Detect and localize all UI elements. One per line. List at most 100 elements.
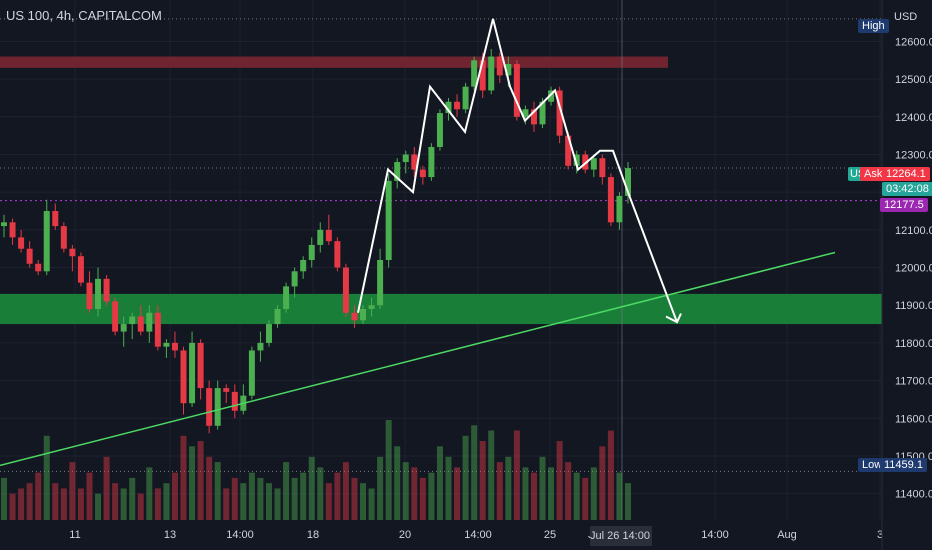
candle-body	[86, 282, 93, 309]
pattern-path	[357, 18, 629, 313]
volume-bar	[240, 483, 247, 520]
volume-bar	[573, 472, 580, 520]
candle-body	[231, 391, 238, 411]
candle-body	[385, 180, 392, 260]
x-tick-label: 18	[307, 529, 319, 541]
volume-bar	[95, 493, 102, 520]
candle-body	[368, 305, 375, 309]
candle-body	[291, 271, 298, 287]
candle-body	[120, 324, 127, 332]
candle-body	[1, 222, 7, 227]
y-tick-label: 12000.0	[895, 263, 932, 275]
candle-body	[436, 113, 443, 147]
volume-bar	[146, 467, 153, 520]
candle-body	[582, 154, 589, 170]
y-tick-label: 12400.0	[895, 112, 932, 124]
candle-body	[411, 154, 418, 170]
volume-bar	[625, 483, 631, 520]
low-tag: Low	[858, 458, 887, 472]
candle-body	[445, 101, 452, 114]
x-tick-label: Aug	[777, 529, 797, 541]
y-tick-label: 12600.0	[895, 36, 932, 48]
ask-price-tag: 12264.1	[882, 167, 930, 181]
volume-bar	[360, 483, 367, 520]
volume-bar	[257, 477, 264, 520]
volume-bar	[120, 488, 127, 520]
candle-body	[616, 195, 623, 223]
candle-body	[189, 342, 196, 404]
x-tick-label: 25	[544, 529, 556, 541]
symbol-title: US 100, 4h, CAPITALCOM	[6, 8, 162, 23]
candle-body	[308, 244, 315, 260]
volume-bar	[308, 456, 315, 520]
volume-bar	[274, 488, 281, 520]
volume-bar	[582, 477, 589, 520]
candle-body	[522, 109, 529, 117]
x-tick-label: 13	[164, 529, 176, 541]
volume-bar	[103, 456, 110, 520]
volume-bar	[616, 472, 623, 520]
x-tick-label: 20	[399, 529, 411, 541]
candle-body	[214, 388, 221, 426]
current-date-label: Jul 26 14:00	[590, 530, 650, 542]
volume-bar	[248, 472, 255, 520]
volume-bar	[154, 488, 161, 520]
candle-body	[180, 350, 187, 404]
y-tick-label: 11700.0	[895, 376, 932, 388]
candle-body	[394, 162, 401, 181]
volume-bar	[402, 462, 409, 520]
volume-bar	[445, 456, 452, 520]
volume-bar	[137, 493, 144, 520]
volume-bar	[129, 477, 136, 520]
volume-bar	[368, 488, 375, 520]
candle-body	[171, 342, 178, 351]
y-tick-label: 11400.0	[895, 489, 932, 501]
candle-body	[454, 101, 461, 110]
volume-bar	[334, 472, 341, 520]
volume-bar	[607, 430, 614, 520]
candle-body	[402, 154, 409, 163]
candle-body	[565, 135, 572, 166]
volume-bar	[325, 483, 332, 520]
x-tick-label: 14:00	[226, 529, 254, 541]
candle-body	[26, 248, 33, 264]
volume-bar	[454, 467, 461, 520]
candle-body	[283, 286, 290, 309]
candle-body	[513, 64, 520, 117]
volume-bar	[291, 477, 298, 520]
volume-bar	[411, 467, 418, 520]
x-tick-label: 11	[69, 529, 80, 541]
candle-body	[300, 260, 307, 272]
volume-bar	[436, 446, 443, 520]
volume-bar	[351, 477, 358, 520]
candle-body	[137, 316, 144, 332]
candle-body	[129, 316, 136, 325]
candle-body	[334, 241, 341, 268]
y-tick-label: 11800.0	[895, 338, 932, 350]
volume-bar	[342, 462, 349, 520]
volume-bar	[505, 456, 512, 520]
candle-body	[103, 278, 110, 302]
volume-bar	[590, 467, 597, 520]
candle-body	[573, 154, 580, 166]
volume-bar	[556, 441, 563, 520]
volume-bar	[377, 456, 384, 520]
candle-body	[35, 263, 42, 272]
volume-bar	[171, 472, 178, 520]
candle-body	[607, 177, 614, 223]
candle-body	[317, 229, 324, 245]
volume-bar	[214, 462, 221, 520]
candle-body	[69, 248, 76, 257]
candle-body	[43, 211, 50, 272]
candle-body	[223, 388, 230, 392]
candle-body	[462, 86, 469, 110]
volume-bar	[197, 441, 204, 520]
volume-bar	[496, 462, 503, 520]
volume-bar	[265, 483, 272, 520]
high-tag: High	[858, 19, 889, 33]
candle-body	[325, 229, 332, 242]
volume-bar	[479, 441, 486, 520]
volume-bar	[488, 430, 495, 520]
candle-body	[112, 301, 119, 332]
